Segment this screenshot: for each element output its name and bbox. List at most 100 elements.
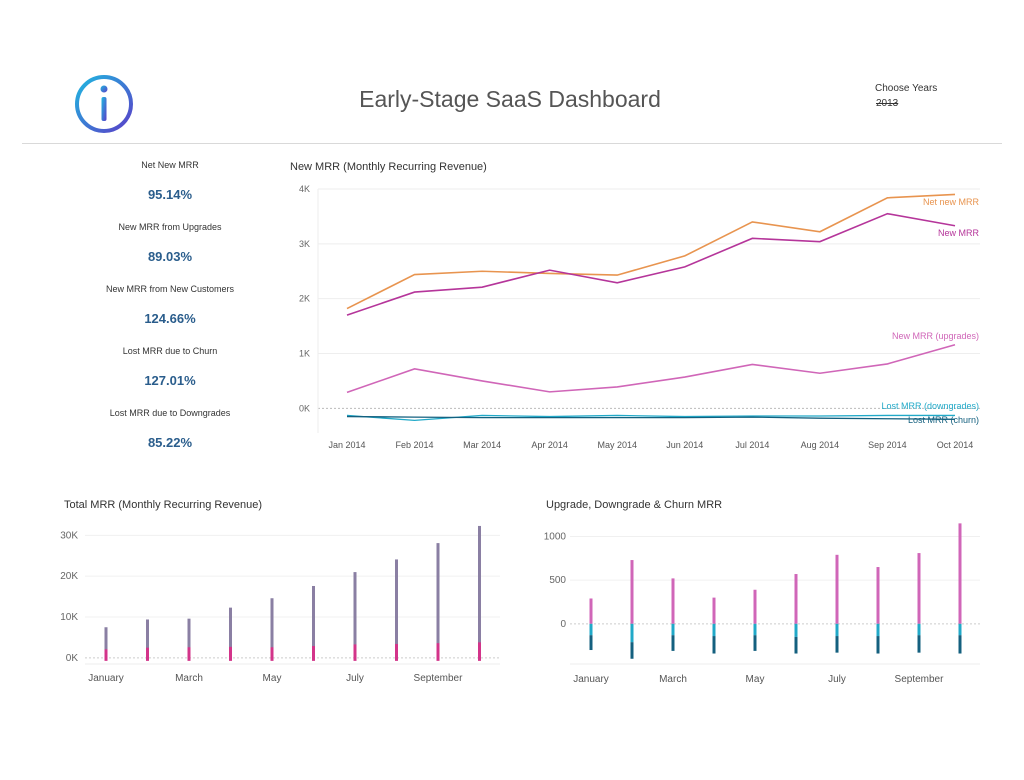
kpi-label: New MRR from New Customers: [105, 284, 235, 294]
bar: [917, 553, 921, 624]
y-tick-label: 500: [549, 575, 566, 586]
line-series: [346, 193, 956, 310]
y-tick-label: 1000: [544, 531, 567, 542]
x-tick-label: January: [573, 674, 609, 685]
kpi-label: Net New MRR: [141, 160, 199, 170]
y-tick-label: 0K: [299, 403, 310, 413]
bar: [589, 635, 593, 651]
total-mrr-chart-title: Total MRR (Monthly Recurring Revenue): [64, 499, 263, 511]
bar: [958, 635, 962, 654]
bar: [630, 560, 634, 624]
bar: [229, 607, 232, 658]
x-tick-label: July: [346, 673, 364, 684]
bar: [712, 597, 716, 624]
kpi-value: 95.14%: [147, 187, 193, 202]
bar: [478, 642, 481, 661]
bar: [876, 623, 880, 637]
series-label: New MRR: [938, 228, 980, 238]
line-series: [346, 212, 956, 316]
x-tick-label: Mar 2014: [463, 440, 501, 450]
x-tick-label: September: [895, 674, 945, 685]
bar: [146, 647, 149, 661]
x-tick-label: Jun 2014: [666, 440, 703, 450]
bar: [589, 623, 593, 636]
x-tick-label: September: [414, 673, 464, 684]
bar: [104, 649, 108, 661]
bar: [835, 623, 839, 637]
x-tick-label: Jul 2014: [735, 440, 769, 450]
x-tick-label: March: [659, 674, 687, 685]
bar: [712, 623, 716, 637]
x-tick-label: May: [746, 674, 765, 685]
x-tick-label: Aug 2014: [801, 440, 840, 450]
bar: [187, 647, 191, 661]
x-tick-label: March: [175, 673, 203, 684]
header-divider: [22, 143, 1002, 144]
y-tick-label: 4K: [299, 184, 310, 194]
page-title: Early-Stage SaaS Dashboard: [359, 86, 661, 112]
bar: [671, 635, 675, 651]
bar: [353, 644, 357, 661]
bar: [436, 543, 440, 658]
kpi-value: 85.22%: [147, 435, 193, 450]
x-tick-label: January: [88, 673, 124, 684]
series-label: New MRR (upgrades): [892, 331, 979, 341]
bar: [958, 523, 962, 624]
bar: [753, 623, 757, 636]
bar: [671, 623, 675, 636]
y-tick-label: 3K: [299, 239, 310, 249]
x-tick-label: May: [263, 673, 282, 684]
x-tick-label: July: [828, 674, 846, 685]
kpi-label: Lost MRR due to Churn: [122, 346, 218, 356]
x-tick-label: Sep 2014: [868, 440, 907, 450]
kpi-label: Lost MRR due to Downgrades: [109, 408, 231, 418]
kpi-value: 89.03%: [147, 249, 193, 264]
x-tick-label: Jan 2014: [328, 440, 365, 450]
series-label: Net new MRR: [923, 197, 980, 207]
bar: [395, 559, 398, 658]
bar: [794, 636, 798, 654]
x-tick-label: May 2014: [597, 440, 637, 450]
bar: [630, 642, 634, 659]
y-tick-label: 10K: [60, 612, 78, 623]
bar: [917, 635, 921, 653]
new-mrr-chart-title: New MRR (Monthly Recurring Revenue): [290, 161, 487, 173]
line-series: [346, 415, 956, 420]
y-tick-label: 20K: [60, 571, 78, 582]
bar: [229, 646, 232, 661]
bar: [312, 646, 315, 661]
bar: [753, 635, 757, 651]
series-label: Lost MRR (churn): [908, 415, 979, 425]
year-filter-label: Choose Years: [875, 83, 938, 94]
bar: [589, 598, 593, 624]
bar: [917, 623, 921, 636]
bar: [312, 585, 315, 658]
y-tick-label: 1K: [299, 348, 310, 358]
bar: [353, 572, 357, 658]
bar: [478, 525, 481, 658]
bar: [436, 643, 440, 661]
bar: [712, 636, 716, 654]
y-tick-label: 0: [560, 619, 566, 630]
bar: [146, 619, 149, 658]
bar: [794, 574, 798, 624]
bar: [753, 589, 757, 624]
bar: [270, 647, 274, 661]
y-tick-label: 2K: [299, 294, 310, 304]
kpi-value: 124.66%: [144, 311, 196, 326]
bar: [671, 578, 675, 624]
y-tick-label: 0K: [66, 653, 79, 664]
x-tick-label: Oct 2014: [937, 440, 974, 450]
kpi-value: 127.01%: [144, 373, 196, 388]
year-filter-select[interactable]: 2013: [876, 98, 899, 109]
line-series: [346, 343, 956, 394]
bar: [270, 598, 274, 658]
series-label: Lost MRR (downgrades): [881, 401, 979, 411]
kpi-label: New MRR from Upgrades: [118, 222, 222, 232]
bar: [958, 623, 962, 636]
bar: [395, 643, 398, 661]
bar: [187, 618, 191, 658]
x-tick-label: Apr 2014: [531, 440, 568, 450]
bar: [876, 636, 880, 654]
